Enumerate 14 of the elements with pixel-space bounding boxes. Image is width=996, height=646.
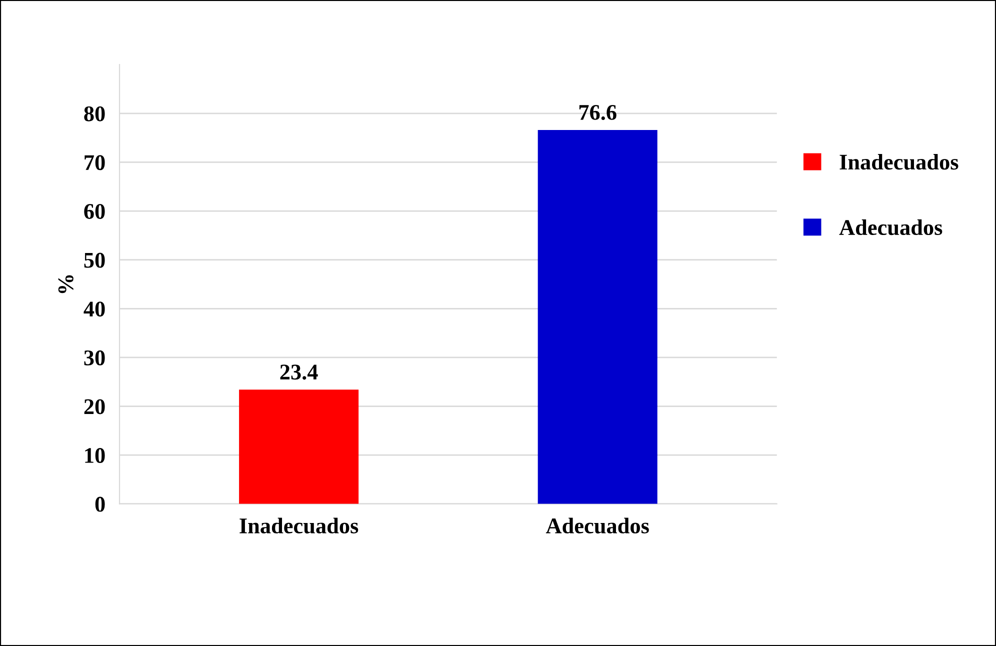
y-tick-label: 10: [85, 448, 105, 463]
legend-label: Adecuados: [839, 219, 942, 236]
data-label: 76.6: [579, 105, 616, 120]
y-tick-label: 20: [84, 399, 105, 414]
y-axis-title: %: [58, 275, 74, 294]
legend-label: Inadecuados: [840, 154, 958, 170]
y-tick-label: 60: [84, 204, 105, 219]
y-tick-label: 30: [84, 350, 105, 366]
y-tick-label: 70: [84, 155, 105, 170]
y-tick-label: 0: [95, 496, 105, 512]
data-label: 23.4: [280, 364, 318, 380]
y-tick-label: 80: [84, 106, 105, 122]
y-tick-label: 40: [84, 302, 105, 317]
y-tick-label: 50: [84, 252, 105, 268]
